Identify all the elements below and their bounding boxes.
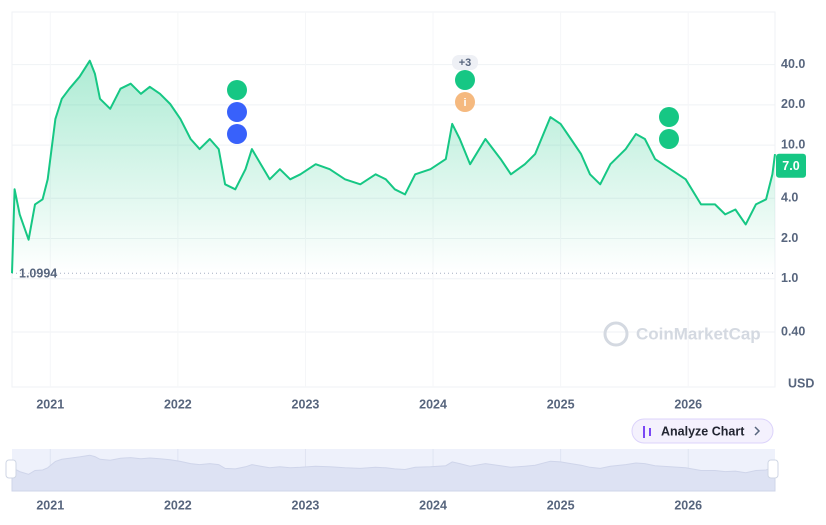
y-tick-label: 2.0 bbox=[781, 231, 798, 245]
x-tick-label: 2023 bbox=[292, 397, 320, 411]
navigator-tick-label: 2023 bbox=[292, 498, 320, 512]
analyze-button-text[interactable]: Analyze Chart bbox=[661, 424, 745, 438]
y-tick-label: 0.40 bbox=[781, 324, 805, 338]
y-tick-label: 10.0 bbox=[781, 137, 805, 151]
x-tick-label: 2026 bbox=[674, 397, 702, 411]
price-area bbox=[12, 60, 775, 274]
navigator-tick-label: 2026 bbox=[674, 498, 702, 512]
y-tick-label: 4.0 bbox=[781, 191, 798, 205]
price-badge-label: 7.0 bbox=[782, 159, 799, 173]
y-tick-label: 20.0 bbox=[781, 97, 805, 111]
navigator-tick-label: 2021 bbox=[36, 498, 64, 512]
y-tick-label: 40.0 bbox=[781, 57, 805, 71]
price-badge bbox=[776, 153, 806, 178]
navigator-plot bbox=[11, 449, 776, 492]
navigator-tick-label: 2024 bbox=[419, 498, 447, 512]
y-tick-label: 1.0 bbox=[781, 271, 798, 285]
navigator-tick-label: 2022 bbox=[164, 498, 192, 512]
currency-label: USD bbox=[788, 376, 814, 390]
x-tick-label: 2024 bbox=[419, 397, 447, 411]
navigator-handle[interactable] bbox=[5, 459, 17, 479]
navigator-handle[interactable] bbox=[767, 459, 779, 479]
x-tick-label: 2025 bbox=[547, 397, 575, 411]
x-tick-label: 2022 bbox=[164, 397, 192, 411]
plot: 1.0994 bbox=[11, 59, 776, 281]
info-icon: i bbox=[463, 97, 466, 109]
events-more: +3 bbox=[459, 57, 472, 69]
analyze-button[interactable]: Analyze Chart bbox=[631, 418, 774, 444]
price-line bbox=[11, 59, 776, 274]
watermark: CoinMarketCap bbox=[603, 321, 761, 347]
navigator-tick-label: 2025 bbox=[547, 498, 575, 512]
event-markers: +3 i bbox=[227, 55, 679, 149]
x-tick-label: 2021 bbox=[36, 397, 64, 411]
navigator-area bbox=[11, 454, 776, 492]
watermark-text: CoinMarketCap bbox=[636, 324, 761, 343]
